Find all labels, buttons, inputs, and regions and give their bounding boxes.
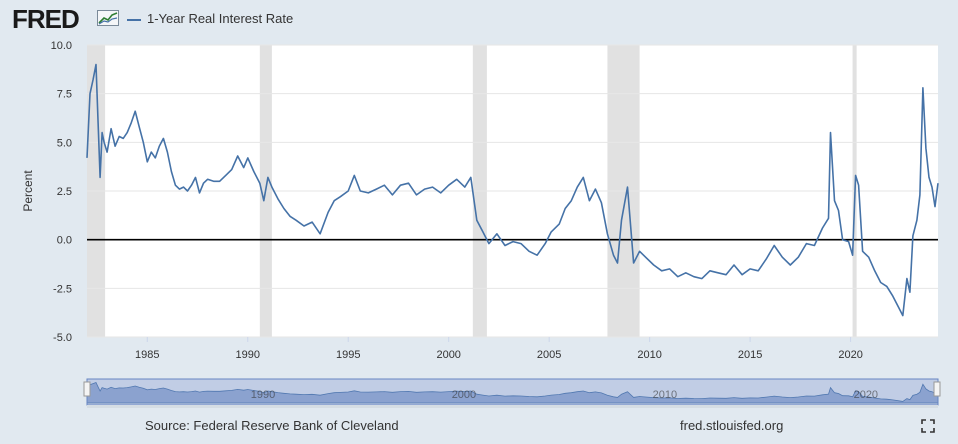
- x-tick-label: 1985: [135, 349, 159, 361]
- navigator-label: 2020: [854, 389, 878, 401]
- navigator-series-layer: [86, 381, 939, 404]
- x-tick-label: 2020: [838, 349, 862, 361]
- y-tick-label: 5.0: [57, 137, 72, 149]
- x-tick-label: 2000: [436, 349, 460, 361]
- legend-label[interactable]: 1-Year Real Interest Rate: [147, 11, 294, 26]
- y-tick-labels-layer: 10.0 7.5 5.0 2.5 0.0 -2.5 -5.0: [51, 40, 72, 344]
- series-layer: [86, 63, 939, 317]
- y-axis-label: Percent: [21, 170, 35, 212]
- x-tick-labels-layer: 1985 1990 1995 2000 2005 2010 2015 2020: [135, 337, 863, 361]
- y-tick-label: 0.0: [57, 235, 72, 247]
- x-tick-label: 1990: [236, 349, 260, 361]
- navigator-left-handle[interactable]: [83, 381, 91, 397]
- navigator-right-handle[interactable]: [933, 381, 941, 397]
- x-tick-label: 2010: [637, 349, 661, 361]
- y-tick-label: 7.5: [57, 89, 72, 101]
- navigator-label: 1990: [251, 389, 275, 401]
- site-link[interactable]: fred.stlouisfed.org: [680, 418, 784, 433]
- navigator-series-area: [86, 381, 939, 404]
- series-line[interactable]: [86, 63, 939, 317]
- y-tick-label: -5.0: [53, 332, 72, 344]
- x-tick-label: 1995: [336, 349, 360, 361]
- navigator-scrollbar[interactable]: [87, 405, 938, 408]
- navigator-selection: [86, 378, 939, 406]
- navigator-labels-layer: 1990 2000 2010 2020: [251, 389, 878, 401]
- y-tick-label: 10.0: [51, 40, 72, 52]
- fred-line-chart-logo-icon: [97, 10, 119, 26]
- navigator-label: 2000: [452, 389, 476, 401]
- navigator-label: 2010: [653, 389, 677, 401]
- legend-swatch: [127, 19, 141, 21]
- y-tick-label: -2.5: [53, 283, 72, 295]
- x-tick-label: 2015: [738, 349, 762, 361]
- x-tick-label: 2005: [537, 349, 561, 361]
- fullscreen-icon[interactable]: [921, 419, 935, 433]
- fred-logo[interactable]: FRED: [12, 4, 80, 34]
- source-text: Source: Federal Reserve Bank of Clevelan…: [145, 418, 399, 433]
- y-tick-label: 2.5: [57, 186, 72, 198]
